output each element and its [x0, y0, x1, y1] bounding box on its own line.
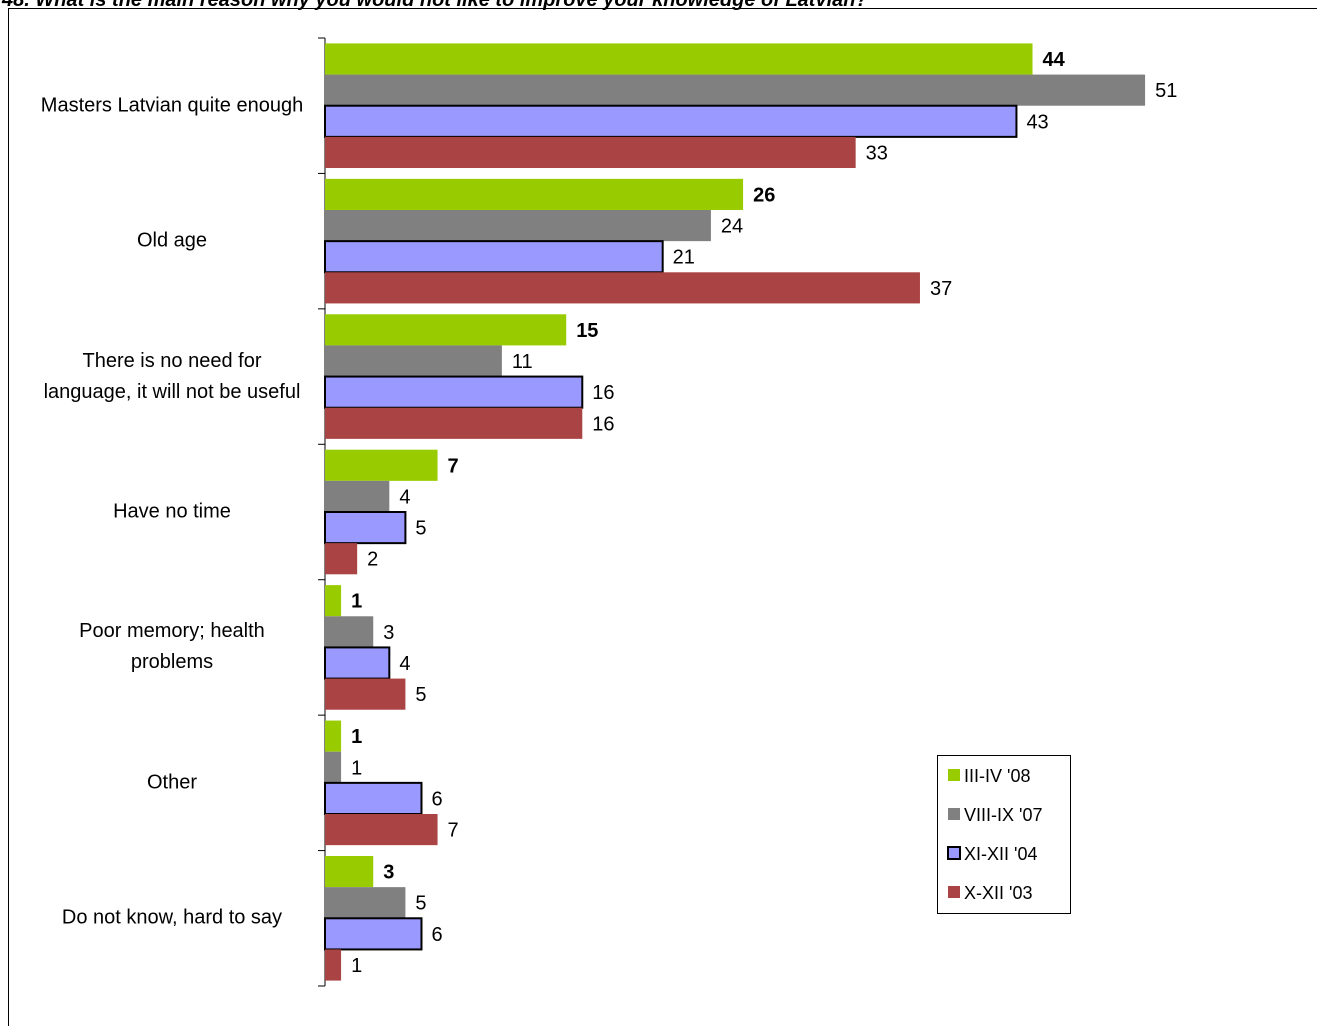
- data-label: 6: [431, 924, 442, 946]
- bar: [324, 375, 584, 409]
- data-label: 24: [721, 216, 743, 238]
- data-label: 1: [351, 757, 362, 779]
- legend-label: III-IV '08: [964, 766, 1030, 786]
- legend-swatch: [947, 846, 961, 860]
- bar: [325, 43, 1033, 75]
- category-label: Old age: [136, 229, 208, 252]
- bar: [325, 585, 342, 617]
- bar: [324, 646, 391, 680]
- bar: [325, 136, 856, 169]
- bar: [324, 240, 664, 274]
- data-label: 15: [576, 320, 598, 342]
- data-label: 21: [673, 247, 695, 269]
- category-label: Have no time: [113, 500, 231, 523]
- bar: [325, 407, 583, 439]
- bar: [325, 449, 438, 481]
- data-label: 1: [351, 591, 362, 613]
- data-label: 4: [399, 653, 410, 675]
- legend-label: XI-XII '04: [964, 844, 1037, 864]
- data-label: 5: [415, 684, 426, 706]
- data-label: 7: [448, 820, 459, 842]
- data-label: 3: [383, 862, 394, 884]
- bar: [325, 887, 406, 919]
- bar: [325, 616, 374, 648]
- data-label: 1: [351, 726, 362, 748]
- data-label: 5: [415, 893, 426, 915]
- chart-frame: [8, 8, 1317, 1026]
- category-label: Masters Latvian quite enough: [40, 94, 304, 117]
- legend-swatch: [948, 808, 960, 820]
- chart-title: 48. What is the main reason why you woul…: [1, 0, 868, 11]
- data-label: 2: [367, 549, 378, 571]
- data-label: 6: [431, 788, 442, 810]
- data-label: 33: [866, 142, 888, 164]
- legend-label: X-XII '03: [964, 883, 1032, 903]
- bar: [325, 751, 342, 783]
- bar: [325, 314, 567, 346]
- bar: [325, 855, 374, 888]
- category-label: Poor memory; health problems: [79, 620, 265, 674]
- data-label: 16: [592, 382, 614, 404]
- bar: [325, 272, 920, 304]
- category-label: There is no need for language, it will n…: [43, 349, 301, 403]
- bar: [325, 949, 342, 981]
- bar: [325, 720, 342, 752]
- data-label: 4: [399, 486, 410, 508]
- data-label: 5: [415, 518, 426, 540]
- bar: [324, 917, 423, 951]
- legend-label: VIII-IX '07: [964, 805, 1042, 825]
- data-label: 7: [448, 455, 459, 477]
- data-label: 37: [930, 278, 952, 300]
- bar: [324, 781, 423, 816]
- legend-swatch: [948, 769, 960, 781]
- data-label: 51: [1155, 80, 1177, 102]
- bar: [325, 543, 358, 575]
- data-label: 3: [383, 622, 394, 644]
- bar: [324, 511, 407, 545]
- data-label: 43: [1026, 111, 1048, 133]
- bar: [325, 814, 438, 846]
- category-label: Other: [146, 771, 198, 794]
- bar: [325, 678, 406, 710]
- bar: [325, 209, 711, 242]
- bar: [325, 178, 744, 210]
- bar: [325, 74, 1146, 106]
- data-label: 16: [592, 413, 614, 435]
- category-label: Do not know, hard to say: [61, 906, 283, 929]
- data-label: 1: [351, 955, 362, 977]
- legend-swatch: [948, 886, 960, 898]
- bar: [324, 104, 1018, 138]
- bar: [325, 480, 390, 512]
- data-label: 11: [512, 351, 533, 373]
- data-label: 44: [1043, 49, 1066, 71]
- bar: [325, 345, 502, 377]
- data-label: 26: [753, 184, 775, 206]
